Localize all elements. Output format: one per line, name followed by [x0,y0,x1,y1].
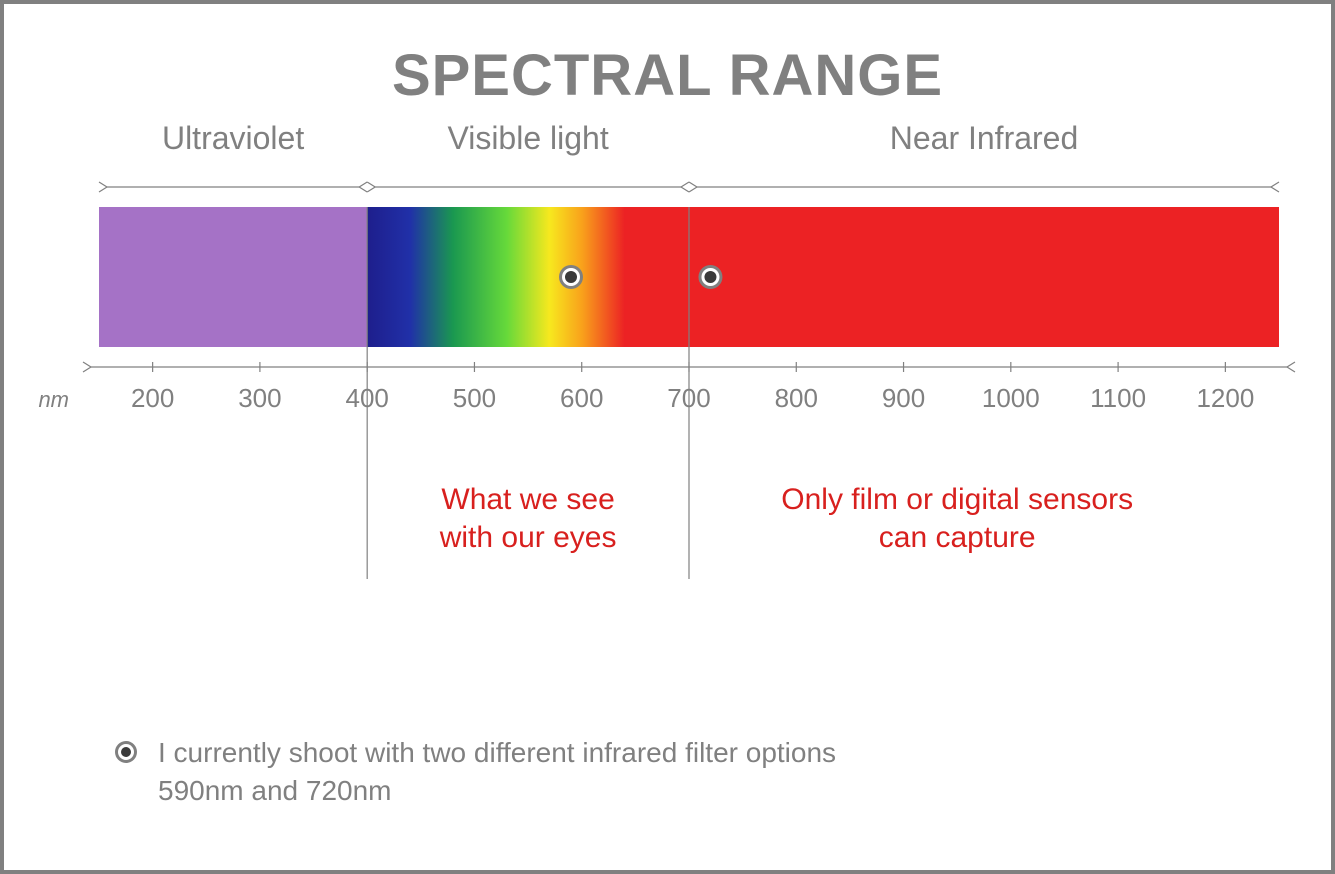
caption-line: Only film or digital sensors [781,483,1133,516]
axis-tick-label: 300 [238,383,281,413]
axis-tick-label: 500 [453,383,496,413]
region-label: Visible light [447,120,608,156]
uv-band [99,207,367,347]
axis-unit-label: nm [38,387,69,412]
region-label: Near Infrared [890,120,1079,156]
caption-line: with our eyes [439,521,617,554]
filter-marker [698,265,722,289]
axis-tick-label: 1200 [1196,383,1254,413]
chart-title: SPECTRAL RANGE [4,42,1331,109]
spectral-range-infographic: SPECTRAL RANGE Ultraviolet Visible light N… [0,0,1335,874]
footnote-line-2: 590nm and 720nm [158,772,836,810]
marker-icon [114,740,138,764]
axis-tick-label: 1100 [1090,383,1146,413]
axis-tick-label: 700 [667,383,710,413]
axis-tick-label: 800 [775,383,818,413]
filter-marker [559,265,583,289]
region-label: Ultraviolet [162,120,304,156]
visible-band [367,207,689,347]
caption-line: What we see [441,483,614,516]
spectrum-chart: Ultraviolet Visible light Near Infrared 200… [4,109,1331,669]
axis-tick-label: 400 [345,383,388,413]
axis-tick-label: 600 [560,383,603,413]
axis-tick-label: 900 [882,383,925,413]
caption-line: can capture [879,521,1036,554]
ir-band [689,207,1279,347]
axis-tick-label: 200 [131,383,174,413]
footnote-line-1: I currently shoot with two different inf… [158,734,836,772]
axis-tick-label: 1000 [982,383,1040,413]
footnote: I currently shoot with two different inf… [114,734,836,810]
